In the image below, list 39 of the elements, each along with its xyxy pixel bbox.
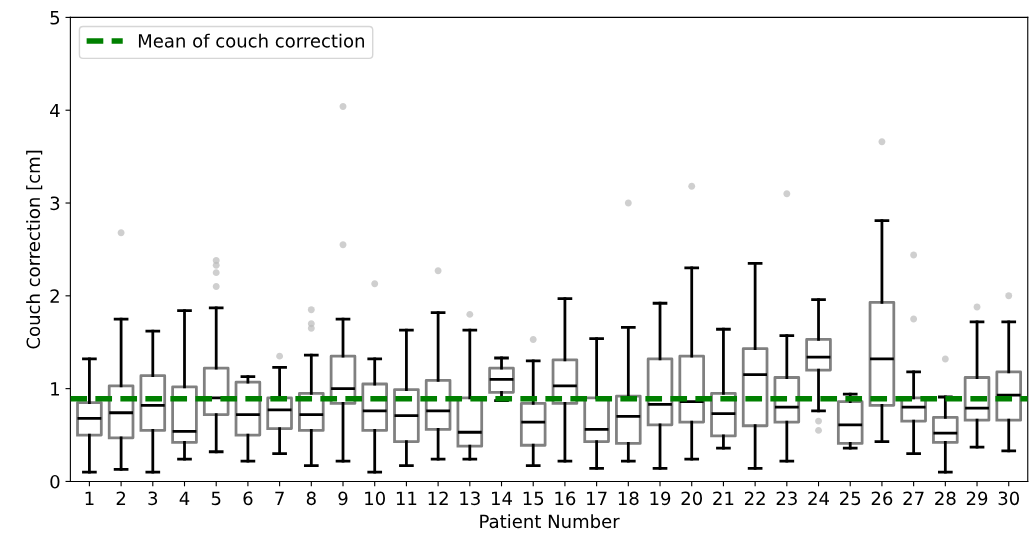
y-tick-label: 5 xyxy=(50,11,60,25)
y-tick-label: 2 xyxy=(50,289,59,303)
x-tick-label: 23 xyxy=(776,491,797,506)
x-tick-label: 9 xyxy=(338,491,348,506)
x-tick-label: 3 xyxy=(148,491,158,506)
x-tick-label: 2 xyxy=(116,491,126,505)
x-tick-label: 5 xyxy=(211,491,221,506)
y-tick-label: 4 xyxy=(50,103,60,118)
x-axis-title: Patient Number xyxy=(480,514,620,529)
x-tick-label: 15 xyxy=(523,491,544,506)
x-tick-label: 29 xyxy=(966,491,988,506)
x-tick-label: 25 xyxy=(840,491,861,506)
x-tick-label: 18 xyxy=(618,491,639,506)
x-tick-label: 16 xyxy=(555,491,576,506)
x-tick-label: 11 xyxy=(396,491,417,505)
x-tick-label: 17 xyxy=(587,491,607,505)
x-tick-label: 10 xyxy=(365,491,385,506)
x-tick-label: 1 xyxy=(85,491,94,505)
x-tick-label: 20 xyxy=(681,491,703,506)
x-tick-label: 13 xyxy=(460,491,480,506)
y-tick-label: 3 xyxy=(50,196,60,211)
x-tick-label: 19 xyxy=(650,491,671,506)
x-tick-label: 21 xyxy=(713,491,734,505)
y-tick-label: 0 xyxy=(50,474,60,489)
x-tick-label: 30 xyxy=(998,491,1020,506)
x-tick-label: 4 xyxy=(179,491,190,505)
x-tick-label: 12 xyxy=(428,491,448,505)
x-tick-label: 6 xyxy=(243,491,253,506)
x-tick-label: 22 xyxy=(744,491,765,505)
legend-label: Mean of couch correction xyxy=(138,33,364,48)
x-tick-label: 28 xyxy=(935,491,956,506)
x-tick-label: 26 xyxy=(871,491,893,506)
y-tick-label: 1 xyxy=(51,382,59,396)
x-tick-label: 14 xyxy=(492,491,512,505)
x-tick-label: 24 xyxy=(808,491,829,505)
x-tick-label: 27 xyxy=(903,491,924,505)
y-axis-title: Couch correction [cm] xyxy=(26,150,43,349)
x-tick-label: 7 xyxy=(275,491,284,505)
x-tick-label: 8 xyxy=(306,491,316,506)
